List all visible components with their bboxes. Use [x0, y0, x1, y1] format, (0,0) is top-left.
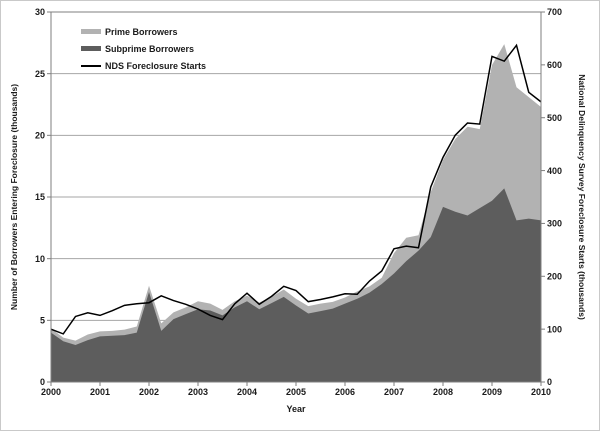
chart-legend: Prime Borrowers Subprime Borrowers NDS F… — [81, 23, 206, 74]
x-axis-tick-label: 2002 — [139, 387, 159, 397]
legend-item-prime: Prime Borrowers — [81, 23, 206, 40]
x-axis-tick-label: 2009 — [482, 387, 502, 397]
x-axis-tick-label: 2008 — [433, 387, 453, 397]
right-axis-tick-label: 500 — [547, 113, 562, 123]
nds-line — [50, 43, 542, 335]
legend-item-nds-line: NDS Foreclosure Starts — [81, 57, 206, 74]
legend-label-subprime: Subprime Borrowers — [105, 43, 195, 54]
subprime-area — [51, 188, 541, 382]
right-axis-tick-label: 200 — [547, 272, 562, 282]
legend-swatch-prime-icon — [81, 29, 101, 34]
right-axis-title: National Delinquency Survey Foreclosure … — [577, 74, 587, 320]
legend-item-subprime: Subprime Borrowers — [81, 40, 206, 57]
x-axis-tick-label: 2005 — [286, 387, 306, 397]
legend-swatch-subprime-icon — [81, 46, 101, 51]
right-axis-tick-label: 100 — [547, 324, 562, 334]
left-axis-tick-label: 5 — [40, 316, 45, 326]
right-axis-tick-label: 0 — [547, 377, 552, 387]
right-axis-tick-label: 600 — [547, 60, 562, 70]
legend-label-prime: Prime Borrowers — [105, 26, 178, 37]
x-axis-tick-label: 2000 — [41, 387, 61, 397]
right-axis-tick-label: 300 — [547, 219, 562, 229]
left-axis-tick-label: 30 — [35, 7, 45, 17]
x-axis-tick-label: 2007 — [384, 387, 404, 397]
left-axis-tick-label: 25 — [35, 69, 45, 79]
left-axis-tick-label: 20 — [35, 131, 45, 141]
legend-swatch-nds-line-icon — [81, 64, 101, 67]
left-axis-tick-label: 15 — [35, 192, 45, 202]
x-axis-tick-label: 2004 — [237, 387, 257, 397]
left-axis-title: Number of Borrowers Entering Foreclosure… — [9, 83, 19, 311]
x-axis-tick-label: 2001 — [90, 387, 110, 397]
left-axis-tick-label: 10 — [35, 254, 45, 264]
legend-label-nds-line: NDS Foreclosure Starts — [105, 60, 207, 71]
x-axis-title: Year — [286, 404, 306, 414]
right-axis-tick-label: 700 — [547, 7, 562, 17]
right-axis-tick-label: 400 — [547, 166, 562, 176]
left-axis-tick-label: 0 — [40, 377, 45, 387]
x-axis-tick-label: 2003 — [188, 387, 208, 397]
x-axis-tick-label: 2006 — [335, 387, 355, 397]
x-axis-tick-label: 2010 — [531, 387, 551, 397]
